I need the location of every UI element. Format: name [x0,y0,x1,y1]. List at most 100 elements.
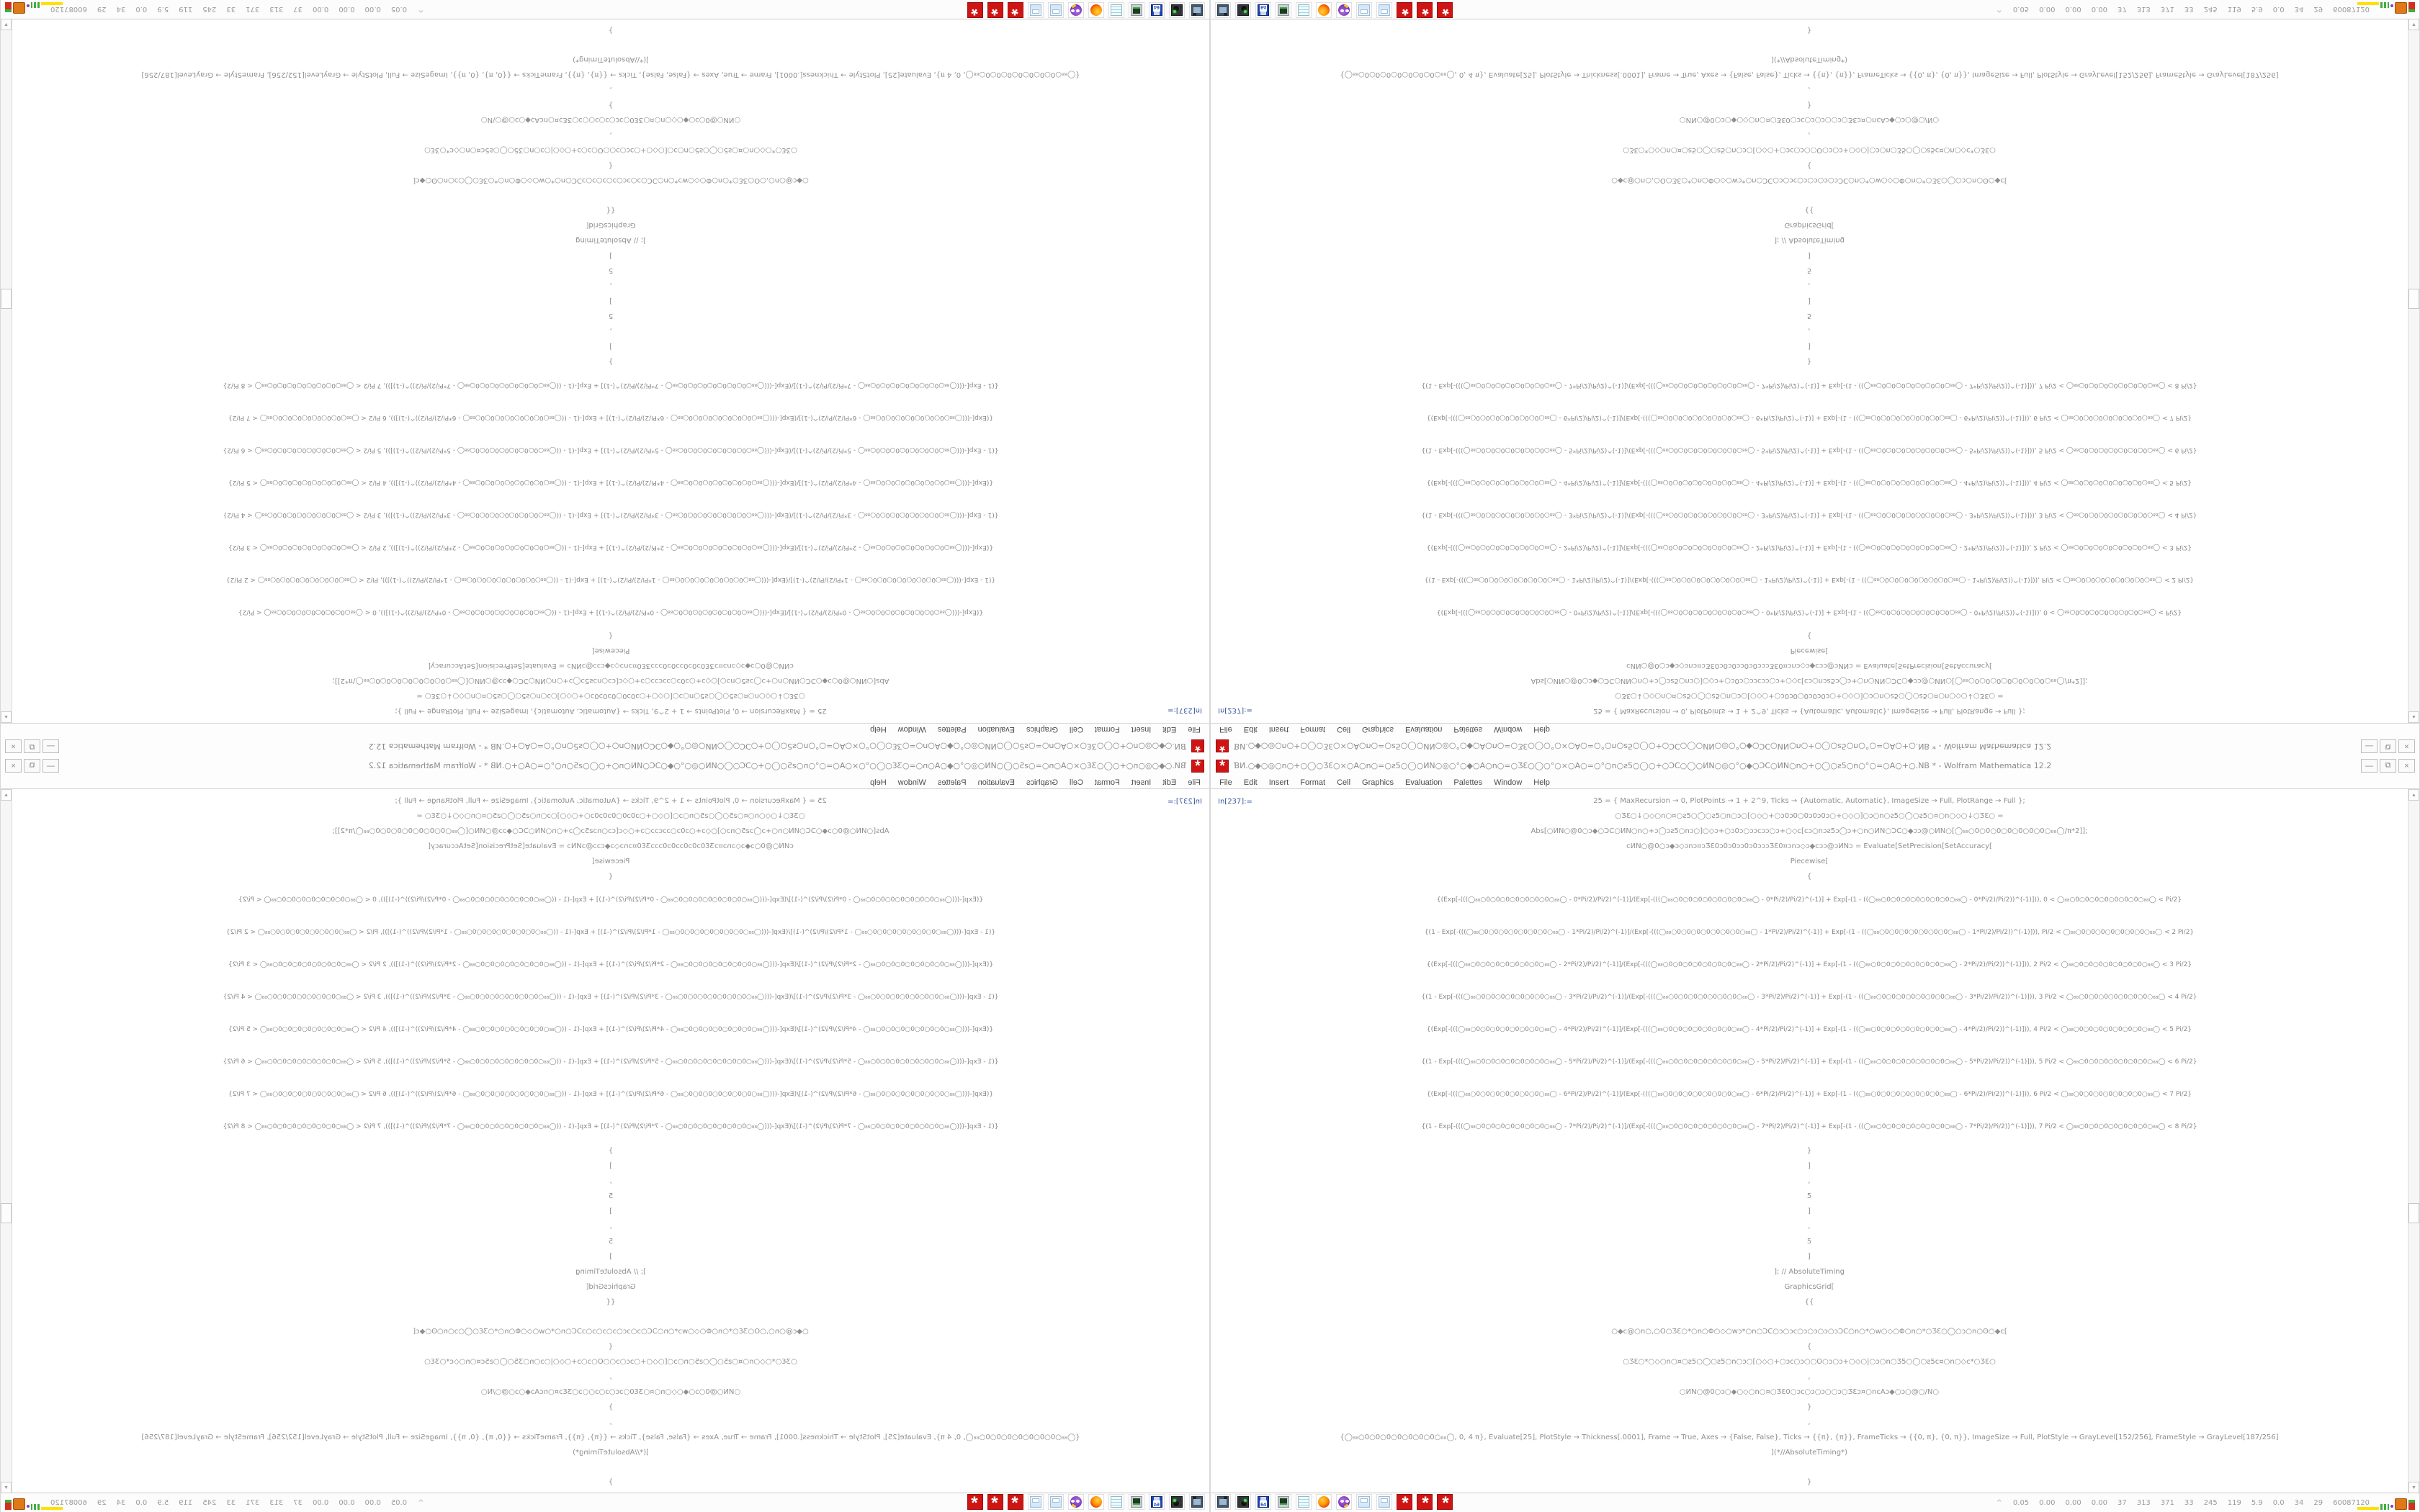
calculator-icon-2[interactable] [1028,2,1044,18]
menu-item[interactable]: Edit [1162,725,1177,734]
floppy-64-icon[interactable]: 64 [1149,2,1165,18]
notebook-content[interactable]: 25 = { MaxRecursion → 0, PlotPoints → 1 … [1211,789,2408,1493]
mathematica-icon-2[interactable] [987,2,1003,18]
vertical-scrollbar[interactable]: ▲ ▼ [2408,789,2419,1493]
menu-item[interactable]: Window [897,725,926,734]
menu-item[interactable]: Edit [1243,778,1258,787]
calculator-icon[interactable] [1356,1494,1372,1510]
menu-item[interactable]: Graphics [1362,725,1394,734]
close-button[interactable]: × [2398,739,2415,753]
menu-item[interactable]: Graphics [1026,725,1058,734]
screenshot-tool-icon[interactable] [1189,1494,1205,1510]
mathematica-icon-2[interactable] [1417,1494,1433,1510]
menu-item[interactable]: Insert [1268,778,1289,787]
calculator-icon-2[interactable] [1376,2,1392,18]
window-titlebar[interactable]: * ƁИ.○◆○◎○n○+○◯○ƷƐ○×○A○n○=○ƨ5○◯○ИN○◎○°○◆… [1211,756,2419,776]
notepad-icon[interactable] [1108,2,1124,18]
firefox-icon[interactable] [1316,2,1332,18]
close-button[interactable]: × [5,739,22,753]
scroll-up-icon[interactable]: ▲ [2408,711,2419,723]
minimize-button[interactable]: — [2361,759,2378,773]
mathematica-icon[interactable] [1008,1494,1023,1510]
calculator-icon[interactable] [1048,1494,1064,1510]
menu-item[interactable]: Cell [1069,778,1083,787]
menu-item[interactable]: Format [1300,725,1326,734]
notebook-content[interactable]: 25 = { MaxRecursion → 0, PlotPoints → 1 … [1211,19,2408,723]
menu-item[interactable]: Graphics [1362,778,1394,787]
vertical-scrollbar[interactable]: ▲ ▼ [1,19,12,723]
mathematica-icon-3[interactable] [967,2,983,18]
scroll-down-icon[interactable]: ▼ [1,1482,12,1493]
system-monitor-icon[interactable] [1129,1494,1144,1510]
window-titlebar[interactable]: * ƁИ.○◆○◎○n○+○◯○ƷƐ○×○A○n○=○ƨ5○◯○ИN○◎○°○◆… [1,756,1209,776]
mathematica-icon-3[interactable] [1437,1494,1453,1510]
firefox-icon[interactable] [1316,1494,1332,1510]
menu-item[interactable]: Palettes [937,778,967,787]
mathematica-icon[interactable] [1008,2,1023,18]
scroll-up-icon[interactable]: ▲ [1,711,12,723]
menu-item[interactable]: Palettes [1453,725,1483,734]
scrollbar-thumb[interactable] [1,289,12,309]
menu-item[interactable]: Evaluation [1405,778,1443,787]
restore-button[interactable]: ⧉ [2380,759,2396,773]
disk-utility-icon[interactable] [1235,1494,1251,1510]
minimize-button[interactable]: — [2361,739,2378,753]
calculator-icon-2[interactable] [1376,1494,1392,1510]
notepad-icon[interactable] [1108,1494,1124,1510]
menu-item[interactable]: Cell [1337,778,1351,787]
restore-button[interactable]: ⧉ [2380,739,2396,753]
menu-item[interactable]: Window [1494,778,1523,787]
window-titlebar[interactable]: * ƁИ.○◆○◎○n○+○◯○ƷƐ○×○A○n○=○ƨ5○◯○ИN○◎○°○◆… [1211,736,2419,756]
notebook-content[interactable]: 25 = { MaxRecursion → 0, PlotPoints → 1 … [12,19,1209,723]
menu-item[interactable]: Edit [1243,725,1258,734]
menu-item[interactable]: Palettes [1453,778,1483,787]
scrollbar-thumb[interactable] [2408,1203,2419,1223]
system-monitor-icon[interactable] [1129,2,1144,18]
screenshot-tool-icon[interactable] [1215,2,1231,18]
mathematica-icon[interactable] [1397,1494,1412,1510]
scroll-down-icon[interactable]: ▼ [1,19,12,30]
calculator-icon-2[interactable] [1028,1494,1044,1510]
menu-item[interactable]: Insert [1268,725,1289,734]
firefox-icon[interactable] [1088,2,1104,18]
scroll-down-icon[interactable]: ▼ [2408,19,2419,30]
floppy-64-icon[interactable]: 64 [1255,1494,1271,1510]
menu-item[interactable]: Insert [1131,725,1152,734]
menu-item[interactable]: Window [897,778,926,787]
menu-item[interactable]: Cell [1069,725,1083,734]
scroll-up-icon[interactable]: ▲ [1,789,12,801]
menu-item[interactable]: Help [1533,778,1550,787]
menu-item[interactable]: Edit [1162,778,1177,787]
menu-item[interactable]: File [1188,725,1201,734]
vertical-scrollbar[interactable]: ▲ ▼ [1,789,12,1493]
firefox-icon[interactable] [1088,1494,1104,1510]
menu-item[interactable]: Window [1494,725,1523,734]
scroll-up-icon[interactable]: ▲ [2408,789,2419,801]
window-titlebar[interactable]: * ƁИ.○◆○◎○n○+○◯○ƷƐ○×○A○n○=○ƨ5○◯○ИN○◎○°○◆… [1,736,1209,756]
minimize-button[interactable]: — [42,759,59,773]
scroll-down-icon[interactable]: ▼ [2408,1482,2419,1493]
restore-button[interactable]: ⧉ [24,759,40,773]
menu-item[interactable]: Evaluation [1405,725,1443,734]
menu-item[interactable]: Palettes [937,725,967,734]
mathematica-icon-2[interactable] [987,1494,1003,1510]
calculator-icon[interactable] [1356,2,1372,18]
menu-item[interactable]: Help [1533,725,1550,734]
drawing-app-icon[interactable] [1068,1494,1084,1510]
menu-item[interactable]: Format [1094,778,1120,787]
close-button[interactable]: × [2398,759,2415,773]
mathematica-icon[interactable] [1397,2,1412,18]
system-monitor-icon[interactable] [1276,1494,1291,1510]
menu-item[interactable]: Insert [1131,778,1152,787]
minimize-button[interactable]: — [42,739,59,753]
menu-item[interactable]: Evaluation [977,778,1015,787]
notepad-icon[interactable] [1296,1494,1312,1510]
floppy-64-icon[interactable]: 64 [1149,1494,1165,1510]
mathematica-icon-3[interactable] [1437,2,1453,18]
close-button[interactable]: × [5,759,22,773]
disk-utility-icon[interactable] [1169,2,1185,18]
notebook-content[interactable]: 25 = { MaxRecursion → 0, PlotPoints → 1 … [12,789,1209,1493]
floppy-64-icon[interactable]: 64 [1255,2,1271,18]
screenshot-tool-icon[interactable] [1215,1494,1231,1510]
menu-item[interactable]: Help [870,725,887,734]
